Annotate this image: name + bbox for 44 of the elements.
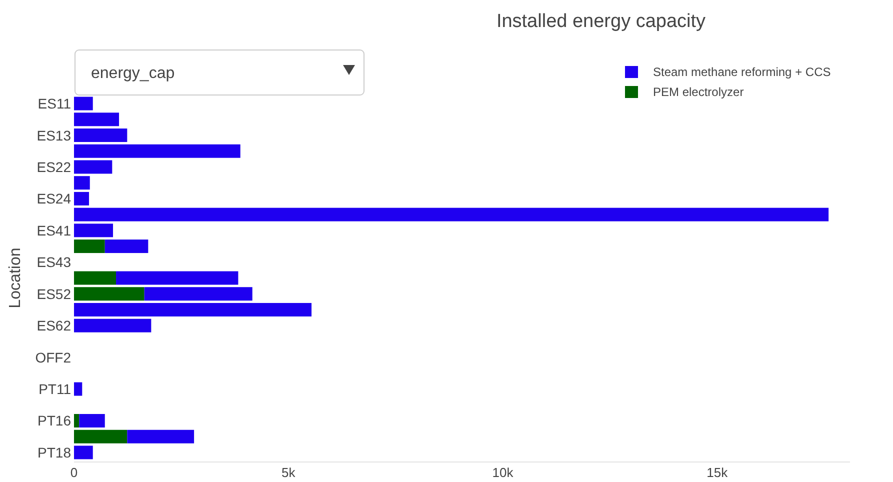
y-tick-label: ES13 [36,127,72,144]
bar [74,144,240,158]
y-tick-label: ES22 [36,158,72,175]
x-tick-label: 5k [281,465,296,480]
bar [144,287,252,301]
bar [74,128,128,142]
y-tick-label: ES41 [36,222,72,238]
bar [74,430,128,444]
bar [74,192,90,206]
bar [74,112,120,126]
legend-label: Steam methane reforming + CCS [653,65,831,79]
y-tick-label: PT11 [38,381,72,398]
bar [74,96,93,110]
bar [79,414,105,428]
bar [74,287,144,301]
bar [74,414,80,428]
legend-label: PEM electrolyzer [653,85,744,99]
chart-title: Installed energy capacity [496,11,706,32]
bar [74,446,93,460]
y-tick-label: PT18 [38,444,72,460]
dropdown-menu: energy_cap [74,50,364,96]
bar [127,430,194,444]
y-tick-label: OFF2 [35,349,72,366]
y-tick-label: ES11 [38,96,72,112]
bar [116,271,238,285]
x-tick-label: 15k [706,465,728,480]
y-axis-title: Location [7,248,24,308]
bar [74,224,114,238]
bar [74,160,112,174]
x-tick-label: 10k [492,465,514,480]
bar [74,271,116,285]
bar [74,318,152,332]
bar [74,302,312,316]
y-tick-label: ES52 [36,286,72,302]
y-tick-label: ES43 [36,254,72,270]
y-tick-label: ES62 [36,318,72,334]
bar [104,240,148,254]
y-tick-label: PT16 [38,412,72,429]
bar [74,382,82,396]
bar [74,208,829,222]
bar [74,176,90,190]
bar [74,240,105,254]
y-tick-label: ES24 [36,190,72,207]
x-tick-label: 0 [70,465,78,480]
